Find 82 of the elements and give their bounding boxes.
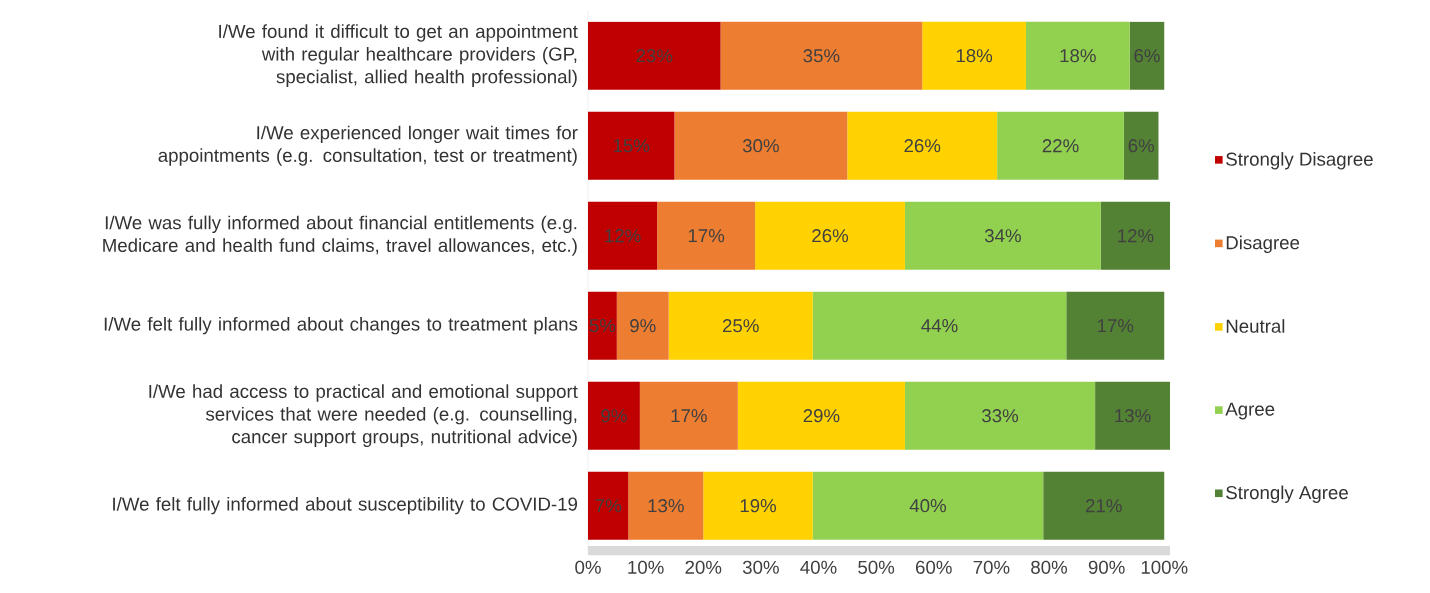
bar	[588, 111, 675, 180]
bar	[1066, 291, 1165, 360]
bar	[616, 291, 669, 360]
data-label: 35%	[803, 49, 840, 63]
legend-label: Strongly Agree	[1226, 485, 1348, 503]
bar	[674, 111, 848, 180]
x-tick-label: 60%	[916, 560, 952, 574]
bar	[755, 201, 905, 270]
data-label: 26%	[904, 139, 941, 153]
data-label: 26%	[812, 229, 849, 243]
data-label: 29%	[803, 409, 840, 423]
data-label: 19%	[740, 499, 777, 513]
bar	[904, 201, 1101, 270]
data-label: 21%	[1086, 499, 1122, 513]
legend-label: Agree	[1225, 402, 1275, 420]
x-tick-label: 50%	[858, 560, 895, 574]
bar	[703, 471, 813, 540]
bar	[737, 381, 905, 450]
y-tick-label: I/We was fully informed about financial entitlements (e.g. Medicare and health fund claims, travel allowances, etc.)	[103, 215, 577, 256]
data-label: 17%	[688, 229, 725, 243]
bar	[812, 471, 1044, 540]
legend-label: Disagree	[1226, 235, 1300, 254]
bar	[997, 111, 1124, 180]
data-label: 5%	[589, 319, 616, 333]
y-tick-label: I/We felt fully informed about changes to treatment plans	[104, 316, 578, 335]
bar	[657, 201, 756, 270]
y-tick-label: I/We found it difficult to get an appointment with regular healthcare providers (GP, specialist, allied health professional)	[219, 24, 578, 88]
data-label: 25%	[722, 319, 759, 333]
x-tick-label: 40%	[800, 560, 837, 574]
data-label: 9%	[601, 409, 627, 423]
data-label: 17%	[1098, 319, 1134, 333]
data-label: 17%	[671, 409, 707, 423]
data-label: 30%	[742, 139, 779, 153]
bar	[639, 381, 738, 450]
bar	[588, 21, 721, 90]
x-tick-label: 100%	[1141, 560, 1188, 574]
data-label: 33%	[982, 409, 1019, 423]
data-label: 9%	[630, 319, 656, 333]
x-tick-label: 30%	[742, 560, 779, 574]
data-label: 12%	[1118, 229, 1154, 243]
bar	[628, 471, 704, 540]
data-label: 23%	[636, 49, 673, 63]
data-label: 18%	[956, 49, 993, 63]
bar	[720, 21, 923, 90]
data-label: 6%	[1134, 49, 1160, 63]
bar	[588, 381, 640, 450]
bar	[922, 21, 1026, 90]
legend-label: Strongly Disagree	[1226, 152, 1373, 170]
bar	[1129, 21, 1165, 90]
bar	[1095, 381, 1171, 450]
data-label: 44%	[921, 319, 958, 333]
bar	[588, 471, 629, 540]
x-tick-label: 90%	[1088, 560, 1125, 574]
bar	[847, 111, 998, 180]
x-tick-label: 70%	[973, 560, 1010, 574]
x-tick-label: 20%	[685, 560, 722, 574]
data-label: 13%	[1115, 409, 1151, 423]
x-tick-label: 10%	[628, 560, 664, 574]
bar	[904, 381, 1096, 450]
x-tick-label: 80%	[1031, 560, 1068, 574]
data-label: 40%	[909, 499, 946, 513]
data-label: 12%	[605, 229, 641, 243]
bar	[588, 201, 658, 270]
bar	[588, 291, 617, 360]
y-tick-label: I/We experienced longer wait times for appointments (e.g. consultation, test or treatment)	[158, 125, 578, 166]
data-label: 7%	[595, 499, 621, 513]
bar	[668, 291, 813, 360]
data-label: 34%	[984, 229, 1021, 243]
bar	[1123, 111, 1159, 180]
y-tick-label: I/We felt fully informed about susceptibility to COVID-19	[113, 496, 578, 515]
bar	[812, 291, 1067, 360]
bar	[1100, 201, 1171, 270]
data-label: 22%	[1042, 139, 1079, 153]
data-label: 6%	[1128, 139, 1155, 153]
bar	[1043, 471, 1165, 540]
data-label: 13%	[648, 499, 684, 513]
x-tick-label: 0%	[575, 560, 601, 574]
y-tick-label: I/We had access to practical and emotional support services that were needed (e.g. counselling, cancer support groups, nutritional advice)	[149, 384, 578, 448]
bar	[1025, 21, 1130, 90]
legend-label: Neutral	[1226, 319, 1285, 333]
data-label: 18%	[1060, 49, 1096, 63]
data-label: 15%	[613, 139, 650, 153]
